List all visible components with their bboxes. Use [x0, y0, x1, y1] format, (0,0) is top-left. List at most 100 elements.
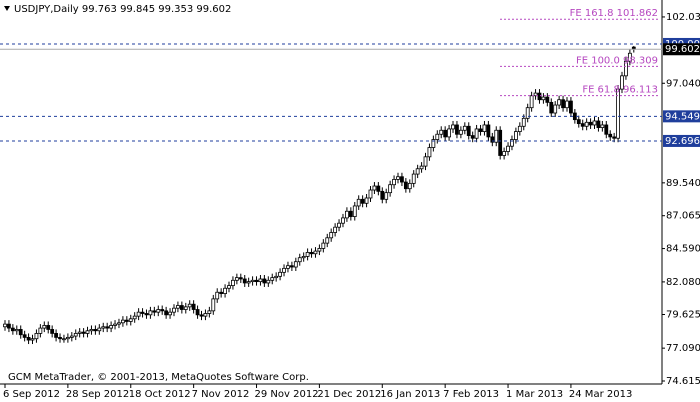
candle-body: [30, 338, 35, 341]
candle-body: [238, 277, 243, 280]
candle-body: [187, 303, 192, 308]
candle-body: [227, 285, 231, 289]
candle-body: [541, 96, 546, 101]
candle-body: [604, 124, 609, 135]
candle-body: [345, 210, 349, 219]
candle-body: [81, 331, 86, 334]
x-tick-label: 1 Mar 2013: [506, 389, 563, 400]
candle-body: [529, 95, 534, 109]
y-tick-label: 79.625: [666, 309, 700, 320]
candle-body: [270, 277, 275, 281]
candle-body: [580, 123, 585, 127]
candle-body: [199, 314, 204, 317]
candle-body: [608, 133, 613, 138]
candle-body: [490, 136, 495, 143]
candle-body: [297, 257, 302, 263]
candle-body: [176, 305, 180, 309]
y-tick-label: 74.615: [666, 376, 700, 387]
candle-body: [289, 265, 294, 268]
candle-body: [470, 135, 475, 139]
candle-body: [168, 311, 172, 316]
candle-body: [423, 156, 428, 167]
candle-body: [458, 129, 463, 135]
x-tick-label: 18 Oct 2012: [129, 389, 191, 400]
level-box: [663, 134, 700, 147]
candle-body: [50, 329, 55, 334]
candle-body: [356, 198, 361, 207]
candle-body: [376, 185, 381, 192]
candle-body: [545, 96, 550, 103]
candle-body: [148, 310, 153, 316]
candle-body: [616, 88, 620, 139]
candle-body: [58, 336, 62, 340]
candle-body: [486, 124, 491, 138]
candle-body: [26, 336, 31, 341]
candle-body: [191, 303, 196, 310]
candle-body: [65, 336, 70, 340]
candle-body: [309, 252, 314, 255]
candle-body: [333, 226, 338, 233]
candle-body: [179, 305, 184, 310]
chart-title: USDJPY,Daily 99.763 99.845 99.353 99.602: [14, 4, 231, 15]
candle-body: [250, 279, 255, 283]
candle-body: [14, 329, 19, 332]
candle-body: [22, 334, 27, 338]
candle-body: [321, 242, 326, 249]
candle-body: [207, 310, 212, 314]
footer: GCM MetaTrader, © 2001-2013, MetaQuotes …: [8, 372, 309, 383]
candle-body: [278, 271, 283, 277]
candle-body: [301, 256, 306, 259]
candle-body: [466, 125, 471, 136]
candle-body: [431, 139, 436, 148]
candle-body: [447, 128, 451, 138]
candle-body: [600, 124, 605, 129]
candle-body: [478, 128, 483, 132]
candle-body: [517, 125, 522, 132]
candle-body: [525, 107, 530, 119]
fibo-label: FE 161.8 101.862: [570, 8, 658, 19]
candle-body: [439, 129, 444, 135]
candle-body: [254, 279, 259, 283]
candle-body: [400, 176, 404, 183]
candle-body: [498, 129, 503, 156]
candle-body: [211, 298, 216, 312]
candle-body: [337, 222, 341, 228]
y-tick-label: 97.040: [666, 78, 700, 89]
x-tick-label: 7 Nov 2012: [192, 389, 250, 400]
x-tick-label: 24 Mar 2013: [569, 389, 632, 400]
candle-body: [77, 331, 82, 334]
level-box: [663, 110, 700, 123]
candle-body: [85, 330, 90, 334]
level-label: 94.549: [665, 111, 700, 122]
candle-body: [620, 75, 624, 90]
candle-body: [403, 181, 408, 190]
candle-body: [451, 124, 455, 130]
candle-body: [415, 168, 420, 175]
candle-body: [624, 60, 628, 77]
candle-body: [172, 307, 176, 313]
candle-body: [352, 205, 357, 217]
candle-body: [514, 131, 518, 140]
candle-body: [101, 326, 106, 329]
candle-body: [462, 125, 467, 131]
candle-body: [62, 338, 66, 341]
candle-body: [443, 129, 448, 138]
x-tick-label: 6 Sep 2012: [3, 389, 60, 400]
candle-body: [305, 252, 310, 257]
candle-body: [258, 278, 263, 283]
candle-body: [286, 265, 290, 269]
candle-body: [482, 124, 487, 132]
candle-body: [223, 287, 227, 294]
candle-body: [164, 310, 169, 316]
candle-body: [215, 291, 220, 300]
candle-body: [117, 322, 121, 325]
x-tick-label: 16 Jan 2013: [380, 389, 440, 400]
candle-body: [627, 52, 632, 62]
candle-body: [113, 323, 117, 326]
candle-body: [494, 129, 499, 143]
candle-body: [266, 279, 271, 284]
candle-body: [592, 120, 597, 126]
candle-body: [569, 100, 573, 114]
candle-body: [89, 329, 94, 332]
